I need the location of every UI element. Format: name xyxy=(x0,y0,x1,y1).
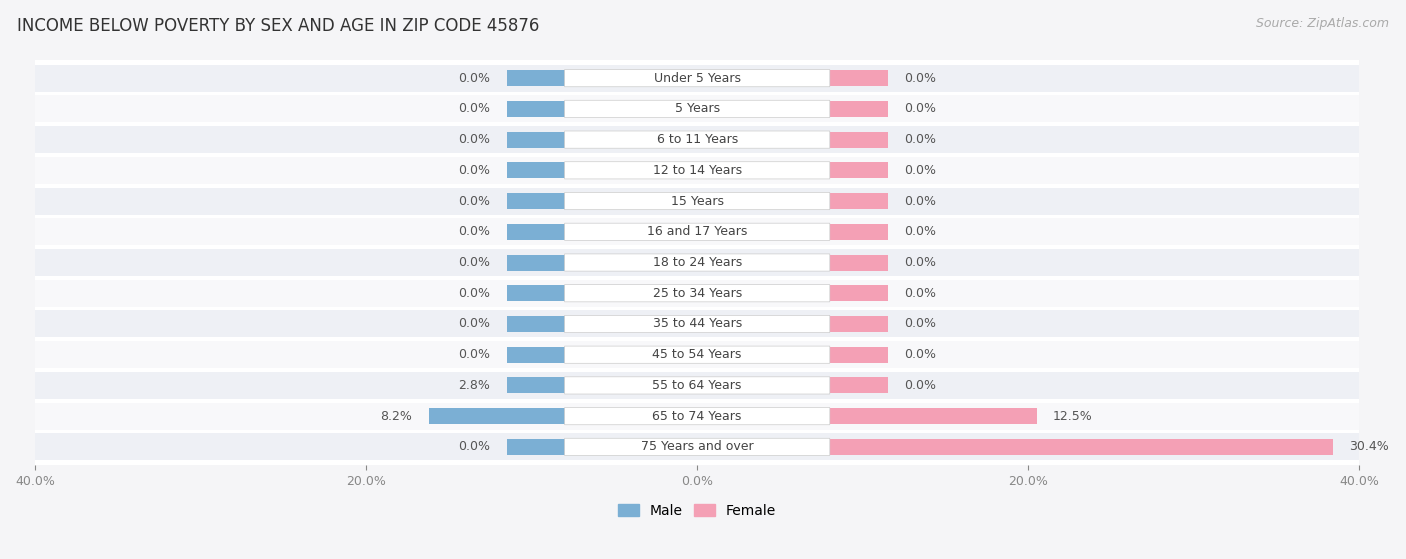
Bar xyxy=(506,316,565,332)
Text: 0.0%: 0.0% xyxy=(904,195,936,207)
Text: 0.0%: 0.0% xyxy=(904,164,936,177)
Text: 0.0%: 0.0% xyxy=(458,133,491,146)
Bar xyxy=(35,126,1360,153)
Bar xyxy=(830,408,1036,424)
Text: 0.0%: 0.0% xyxy=(904,256,936,269)
Text: 30.4%: 30.4% xyxy=(1350,440,1389,453)
Bar xyxy=(35,280,1360,307)
Text: 0.0%: 0.0% xyxy=(458,348,491,361)
Bar xyxy=(35,218,1360,245)
Text: 15 Years: 15 Years xyxy=(671,195,724,207)
FancyBboxPatch shape xyxy=(565,69,830,87)
Text: 0.0%: 0.0% xyxy=(458,195,491,207)
Text: Under 5 Years: Under 5 Years xyxy=(654,72,741,84)
Text: 55 to 64 Years: 55 to 64 Years xyxy=(652,379,742,392)
Bar xyxy=(830,439,1333,455)
Bar xyxy=(506,162,565,178)
Bar xyxy=(506,224,565,240)
Text: 0.0%: 0.0% xyxy=(458,225,491,238)
FancyBboxPatch shape xyxy=(565,100,830,117)
Legend: Male, Female: Male, Female xyxy=(613,498,782,523)
Text: 25 to 34 Years: 25 to 34 Years xyxy=(652,287,742,300)
Bar xyxy=(35,249,1360,276)
FancyBboxPatch shape xyxy=(565,223,830,240)
FancyBboxPatch shape xyxy=(565,285,830,302)
Text: 0.0%: 0.0% xyxy=(458,256,491,269)
Bar xyxy=(506,101,565,117)
Bar xyxy=(506,347,565,363)
Bar xyxy=(830,70,887,86)
FancyBboxPatch shape xyxy=(565,377,830,394)
Text: 6 to 11 Years: 6 to 11 Years xyxy=(657,133,738,146)
FancyBboxPatch shape xyxy=(565,254,830,271)
Bar xyxy=(35,157,1360,184)
Bar xyxy=(35,96,1360,122)
Text: 0.0%: 0.0% xyxy=(904,72,936,84)
FancyBboxPatch shape xyxy=(565,346,830,363)
FancyBboxPatch shape xyxy=(565,192,830,210)
Text: 0.0%: 0.0% xyxy=(904,318,936,330)
Bar xyxy=(830,377,887,394)
Text: 0.0%: 0.0% xyxy=(904,133,936,146)
Text: 0.0%: 0.0% xyxy=(904,102,936,115)
FancyBboxPatch shape xyxy=(565,131,830,148)
Bar xyxy=(830,131,887,148)
Bar xyxy=(830,316,887,332)
Text: 0.0%: 0.0% xyxy=(458,164,491,177)
Text: 0.0%: 0.0% xyxy=(458,102,491,115)
FancyBboxPatch shape xyxy=(565,315,830,333)
Text: 65 to 74 Years: 65 to 74 Years xyxy=(652,410,742,423)
Bar xyxy=(830,193,887,209)
Bar xyxy=(830,285,887,301)
Bar xyxy=(506,254,565,271)
FancyBboxPatch shape xyxy=(565,408,830,425)
Text: 0.0%: 0.0% xyxy=(904,225,936,238)
Text: 0.0%: 0.0% xyxy=(458,72,491,84)
Bar xyxy=(35,65,1360,92)
Text: Source: ZipAtlas.com: Source: ZipAtlas.com xyxy=(1256,17,1389,30)
Text: 5 Years: 5 Years xyxy=(675,102,720,115)
Bar xyxy=(506,131,565,148)
Text: 0.0%: 0.0% xyxy=(458,287,491,300)
Text: 0.0%: 0.0% xyxy=(458,318,491,330)
Bar xyxy=(830,224,887,240)
Bar xyxy=(830,101,887,117)
Bar xyxy=(506,377,565,394)
Bar xyxy=(830,162,887,178)
Bar xyxy=(35,433,1360,461)
Text: INCOME BELOW POVERTY BY SEX AND AGE IN ZIP CODE 45876: INCOME BELOW POVERTY BY SEX AND AGE IN Z… xyxy=(17,17,540,35)
Text: 0.0%: 0.0% xyxy=(904,379,936,392)
Text: 0.0%: 0.0% xyxy=(458,440,491,453)
Bar xyxy=(35,372,1360,399)
Text: 0.0%: 0.0% xyxy=(904,348,936,361)
Bar xyxy=(35,187,1360,215)
Text: 2.8%: 2.8% xyxy=(458,379,491,392)
Text: 75 Years and over: 75 Years and over xyxy=(641,440,754,453)
Text: 35 to 44 Years: 35 to 44 Years xyxy=(652,318,742,330)
Bar xyxy=(830,347,887,363)
Text: 8.2%: 8.2% xyxy=(381,410,412,423)
Bar xyxy=(830,254,887,271)
Bar xyxy=(429,408,565,424)
Bar xyxy=(506,193,565,209)
FancyBboxPatch shape xyxy=(565,438,830,456)
Text: 0.0%: 0.0% xyxy=(904,287,936,300)
Bar xyxy=(506,285,565,301)
Bar xyxy=(506,70,565,86)
Bar xyxy=(35,310,1360,338)
Bar xyxy=(506,439,565,455)
Bar xyxy=(35,402,1360,430)
Text: 18 to 24 Years: 18 to 24 Years xyxy=(652,256,742,269)
Bar xyxy=(35,341,1360,368)
Text: 16 and 17 Years: 16 and 17 Years xyxy=(647,225,748,238)
Text: 12.5%: 12.5% xyxy=(1053,410,1092,423)
FancyBboxPatch shape xyxy=(565,162,830,179)
Text: 45 to 54 Years: 45 to 54 Years xyxy=(652,348,742,361)
Text: 12 to 14 Years: 12 to 14 Years xyxy=(652,164,742,177)
